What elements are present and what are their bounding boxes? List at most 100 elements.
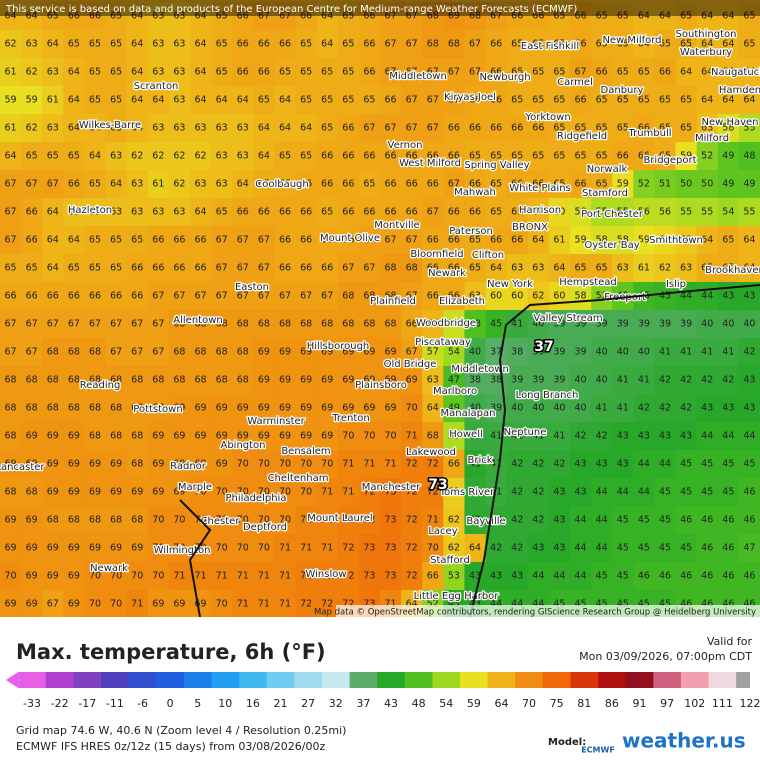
grid-value: 70 <box>110 571 122 582</box>
grid-cell <box>0 478 22 507</box>
grid-value: 68 <box>110 403 122 414</box>
grid-cell <box>147 422 170 451</box>
grid-cell <box>401 366 423 395</box>
grid-cell <box>21 282 43 311</box>
grid-value: 66 <box>575 95 587 106</box>
grid-value: 42 <box>490 543 502 554</box>
grid-cell <box>738 254 760 283</box>
grid-value: 41 <box>469 431 481 442</box>
grid-value: 41 <box>659 347 671 358</box>
grid-value: 69 <box>47 431 59 442</box>
grid-cell <box>570 394 592 423</box>
grid-value: 70 <box>321 459 333 470</box>
legend-tick-label: 0 <box>167 697 174 710</box>
legend-swatch <box>45 672 74 688</box>
grid-value: 72 <box>300 599 312 610</box>
grid-value: 67 <box>448 67 460 78</box>
grid-value: 64 <box>427 319 439 330</box>
grid-value: 70 <box>216 515 228 526</box>
grid-cell <box>443 506 465 535</box>
grid-value: 54 <box>448 347 460 358</box>
grid-value: 65 <box>596 151 608 162</box>
grid-cell <box>21 506 43 535</box>
grid-cell <box>21 254 43 283</box>
grid-value: 71 <box>258 599 270 610</box>
grid-value: 69 <box>385 347 397 358</box>
grid-value: 70 <box>216 543 228 554</box>
grid-cell <box>633 58 655 87</box>
grid-value: 67 <box>258 263 270 274</box>
place-label: Plainfield <box>370 296 416 307</box>
grid-cell <box>527 366 550 395</box>
grid-value: 71 <box>216 571 228 582</box>
grid-cell <box>63 282 85 311</box>
grid-cell <box>316 30 339 59</box>
grid-cell <box>21 310 43 339</box>
grid-value: 67 <box>237 263 249 274</box>
grid-value: 66 <box>173 235 185 246</box>
grid-cell <box>253 198 275 227</box>
legend-tick-label: -33 <box>23 697 41 710</box>
grid-cell <box>443 86 465 115</box>
grid-cell <box>654 478 677 507</box>
grid-value: 69 <box>68 571 80 582</box>
grid-value: 70 <box>195 543 207 554</box>
grid-cell <box>570 478 592 507</box>
grid-value: 68 <box>26 487 38 498</box>
place-label: Piscataway <box>415 337 471 348</box>
grid-cell <box>253 506 275 535</box>
grid-cell <box>316 422 339 451</box>
legend-swatch <box>101 672 130 688</box>
place-label: Port Chester <box>581 209 644 220</box>
grid-value: 67 <box>575 67 587 78</box>
grid-cell <box>654 534 677 563</box>
grid-value: 67 <box>448 179 460 190</box>
grid-value: 65 <box>363 179 375 190</box>
grid-value: 43 <box>575 487 587 498</box>
grid-cell <box>654 422 677 451</box>
grid-cell <box>675 30 698 59</box>
grid-cell <box>84 30 107 59</box>
grid-value: 65 <box>26 151 38 162</box>
grid-value: 66 <box>321 235 333 246</box>
grid-cell <box>717 506 740 535</box>
grid-cell <box>253 310 275 339</box>
grid-cell <box>274 254 297 283</box>
grid-value: 67 <box>385 11 397 22</box>
grid-cell <box>570 142 592 171</box>
grid-value: 70 <box>279 459 291 470</box>
grid-value: 68 <box>47 515 59 526</box>
grid-cell <box>591 478 613 507</box>
grid-cell <box>380 338 402 367</box>
grid-cell <box>654 114 677 143</box>
grid-value: 66 <box>237 11 249 22</box>
grid-value: 45 <box>701 459 713 470</box>
place-label: Abington <box>220 440 265 451</box>
grid-cell <box>105 422 128 451</box>
grid-value: 65 <box>553 39 565 50</box>
grid-cell <box>548 2 571 31</box>
grid-cell <box>654 86 677 115</box>
grid-value: 67 <box>385 235 397 246</box>
grid-value: 66 <box>406 179 418 190</box>
grid-value: 66 <box>363 11 375 22</box>
extreme-marker: 73 <box>428 477 447 493</box>
grid-value: 42 <box>596 431 608 442</box>
grid-value: 65 <box>490 207 502 218</box>
grid-cell <box>654 310 677 339</box>
grid-value: 67 <box>216 263 228 274</box>
grid-value: 68 <box>89 403 101 414</box>
grid-value: 63 <box>47 67 59 78</box>
grid-cell <box>168 506 191 535</box>
grid-value: 70 <box>216 487 228 498</box>
place-label: Manalapan <box>441 408 496 419</box>
place-label: Clifton <box>472 250 504 261</box>
grid-value: 67 <box>131 347 143 358</box>
grid-cell <box>316 366 339 395</box>
grid-value: 71 <box>427 515 439 526</box>
grid-cell <box>527 226 550 255</box>
grid-cell <box>42 366 64 395</box>
grid-value: 63 <box>532 263 544 274</box>
grid-value: 58 <box>575 291 587 302</box>
grid-value: 45 <box>743 459 755 470</box>
